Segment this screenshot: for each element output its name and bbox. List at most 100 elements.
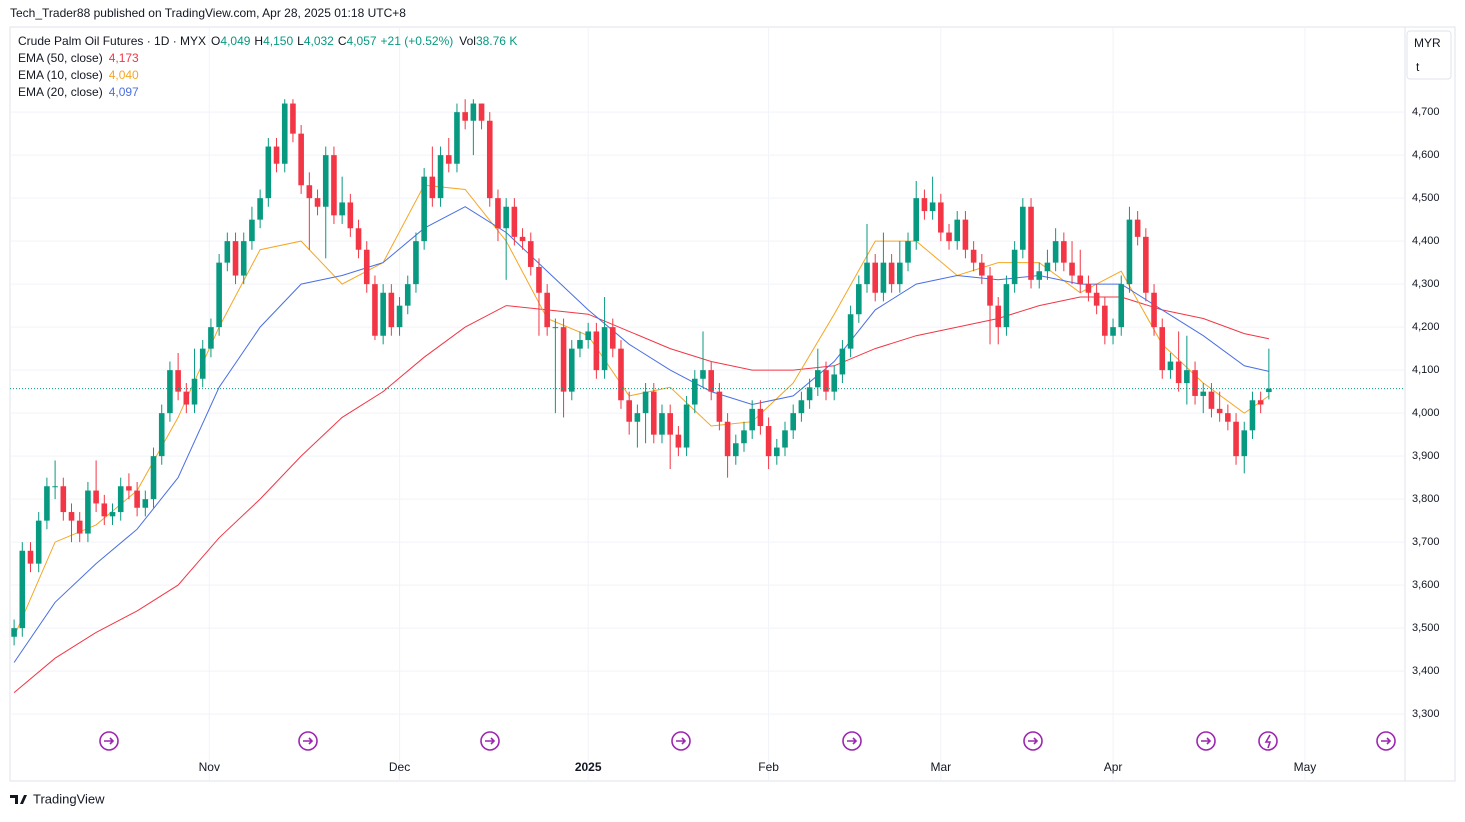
plot	[10, 99, 1405, 693]
series-last: 4,173	[109, 51, 139, 65]
candle-body	[1266, 388, 1272, 393]
candle-body	[445, 155, 452, 164]
y-tick-label: 3,400	[1412, 665, 1440, 677]
candle-body	[995, 305, 1002, 328]
candle-body	[806, 387, 813, 401]
event-icon[interactable]	[1258, 731, 1278, 751]
candle-body	[642, 391, 649, 414]
candle-body	[150, 456, 157, 500]
grid	[10, 27, 1405, 781]
candle-body	[249, 219, 255, 242]
field-key: O	[211, 34, 220, 48]
candle-body	[1216, 408, 1223, 414]
candle-body	[134, 490, 140, 508]
candle-body	[355, 228, 362, 250]
chart-frame	[9, 26, 1456, 782]
y-tick-label: 3,500	[1412, 622, 1440, 634]
ema-line	[13, 184, 1270, 637]
candle-body	[790, 413, 797, 431]
brand: TradingView	[33, 791, 105, 806]
candle-body	[577, 340, 583, 349]
event-icon[interactable]	[1376, 731, 1396, 751]
change: +21 (+0.52%)	[381, 34, 454, 48]
candle-body	[290, 103, 296, 134]
candle-body	[495, 198, 501, 229]
currency-box[interactable]	[1406, 30, 1452, 80]
y-tick-label: 3,600	[1412, 579, 1440, 591]
candle-body	[691, 378, 698, 405]
legend: Crude Palm Oil Futures · 1D · MYX O 4,049 H…	[18, 34, 517, 99]
currency: MYR	[1414, 36, 1441, 50]
candle-body	[437, 155, 444, 199]
candle-body	[404, 284, 411, 306]
y-tick-label: 3,800	[1412, 493, 1440, 505]
field-key: C	[338, 34, 347, 48]
candle-body	[257, 198, 263, 220]
event-icon[interactable]	[99, 731, 119, 751]
candle-body	[208, 327, 214, 349]
candle-body	[954, 219, 961, 242]
candle-body	[109, 512, 116, 517]
candle-body	[68, 512, 75, 521]
candle-body	[872, 262, 879, 293]
candle-body	[593, 331, 600, 371]
symbol: Crude Palm Oil Futures · 1D · MYX	[18, 34, 206, 48]
candle-body	[905, 241, 911, 263]
candle-body	[1102, 305, 1108, 336]
candle-body	[158, 413, 165, 457]
candle-body	[339, 202, 345, 216]
candle-body	[1225, 413, 1231, 422]
candle-body	[880, 262, 887, 293]
y-tick-label: 4,500	[1412, 192, 1440, 204]
candle-body	[1134, 219, 1141, 237]
event-icon[interactable]	[1196, 731, 1216, 751]
volume: 38.76 K	[476, 34, 517, 48]
candle-body	[700, 370, 706, 379]
candle-body	[741, 430, 747, 444]
candle-body	[1093, 292, 1100, 306]
candle-body	[667, 413, 673, 435]
candle-body	[1143, 236, 1149, 293]
candle-body	[511, 206, 518, 237]
candle-body	[470, 103, 477, 121]
event-icon[interactable]	[298, 731, 318, 751]
candle-body	[544, 292, 550, 328]
candle-body	[126, 486, 132, 491]
candle-body	[946, 232, 952, 242]
candle-body	[372, 284, 378, 336]
series-last: 4,040	[109, 68, 139, 82]
candle-body	[175, 370, 181, 392]
candle-body	[478, 103, 485, 121]
event-icon[interactable]	[671, 731, 691, 751]
candle-body	[183, 391, 190, 405]
y-tick-label: 4,000	[1412, 407, 1440, 419]
candle-body	[708, 370, 714, 392]
event-icon[interactable]	[1023, 731, 1043, 751]
candle-body	[380, 292, 386, 336]
candle-body	[486, 120, 493, 199]
event-icon[interactable]	[480, 731, 500, 751]
y-tick-label: 4,300	[1412, 278, 1440, 290]
candle-body	[683, 404, 690, 448]
y-tick-label: 4,400	[1412, 235, 1440, 247]
field-key: L	[297, 34, 304, 48]
candle-body	[1052, 241, 1059, 263]
candle-body	[1077, 275, 1084, 285]
candle-body	[44, 486, 50, 521]
candle-body	[1126, 219, 1133, 285]
series-name: EMA (10, close)	[18, 68, 103, 82]
candle-body	[281, 103, 288, 164]
candle-body	[1003, 284, 1010, 328]
candle-body	[568, 348, 575, 392]
candle-body	[757, 408, 764, 427]
candle-body	[536, 266, 542, 293]
event-icon[interactable]	[842, 731, 862, 751]
candle-body	[421, 176, 427, 242]
candle-body	[839, 348, 846, 375]
candle-body	[101, 503, 108, 517]
candle-body	[240, 241, 247, 276]
candle-body	[199, 348, 206, 379]
candle-body	[560, 327, 567, 392]
field-key: H	[254, 34, 263, 48]
candle-body	[1118, 284, 1125, 328]
